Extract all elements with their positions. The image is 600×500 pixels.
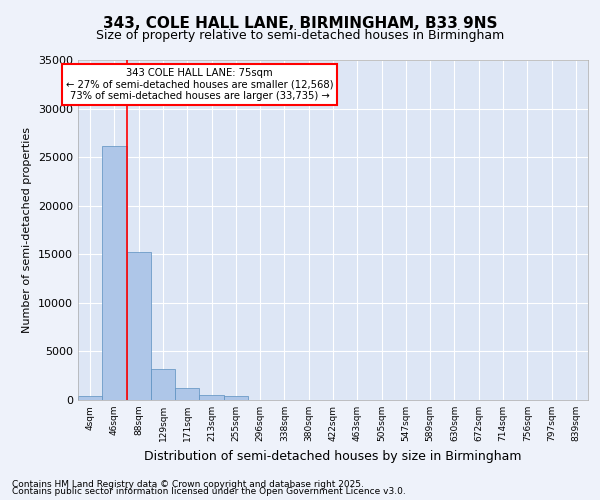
Text: Contains HM Land Registry data © Crown copyright and database right 2025.: Contains HM Land Registry data © Crown c… xyxy=(12,480,364,489)
Bar xyxy=(102,146,127,400)
Bar xyxy=(199,395,224,400)
Text: 343, COLE HALL LANE, BIRMINGHAM, B33 9NS: 343, COLE HALL LANE, BIRMINGHAM, B33 9NS xyxy=(103,16,497,31)
Bar xyxy=(127,252,151,400)
Y-axis label: Number of semi-detached properties: Number of semi-detached properties xyxy=(22,127,32,333)
Text: 343 COLE HALL LANE: 75sqm
← 27% of semi-detached houses are smaller (12,568)
73%: 343 COLE HALL LANE: 75sqm ← 27% of semi-… xyxy=(65,68,333,101)
Text: Size of property relative to semi-detached houses in Birmingham: Size of property relative to semi-detach… xyxy=(96,29,504,42)
Text: Contains public sector information licensed under the Open Government Licence v3: Contains public sector information licen… xyxy=(12,487,406,496)
Bar xyxy=(175,388,199,400)
Bar xyxy=(78,396,102,400)
X-axis label: Distribution of semi-detached houses by size in Birmingham: Distribution of semi-detached houses by … xyxy=(144,450,522,462)
Bar xyxy=(224,396,248,400)
Bar xyxy=(151,369,175,400)
